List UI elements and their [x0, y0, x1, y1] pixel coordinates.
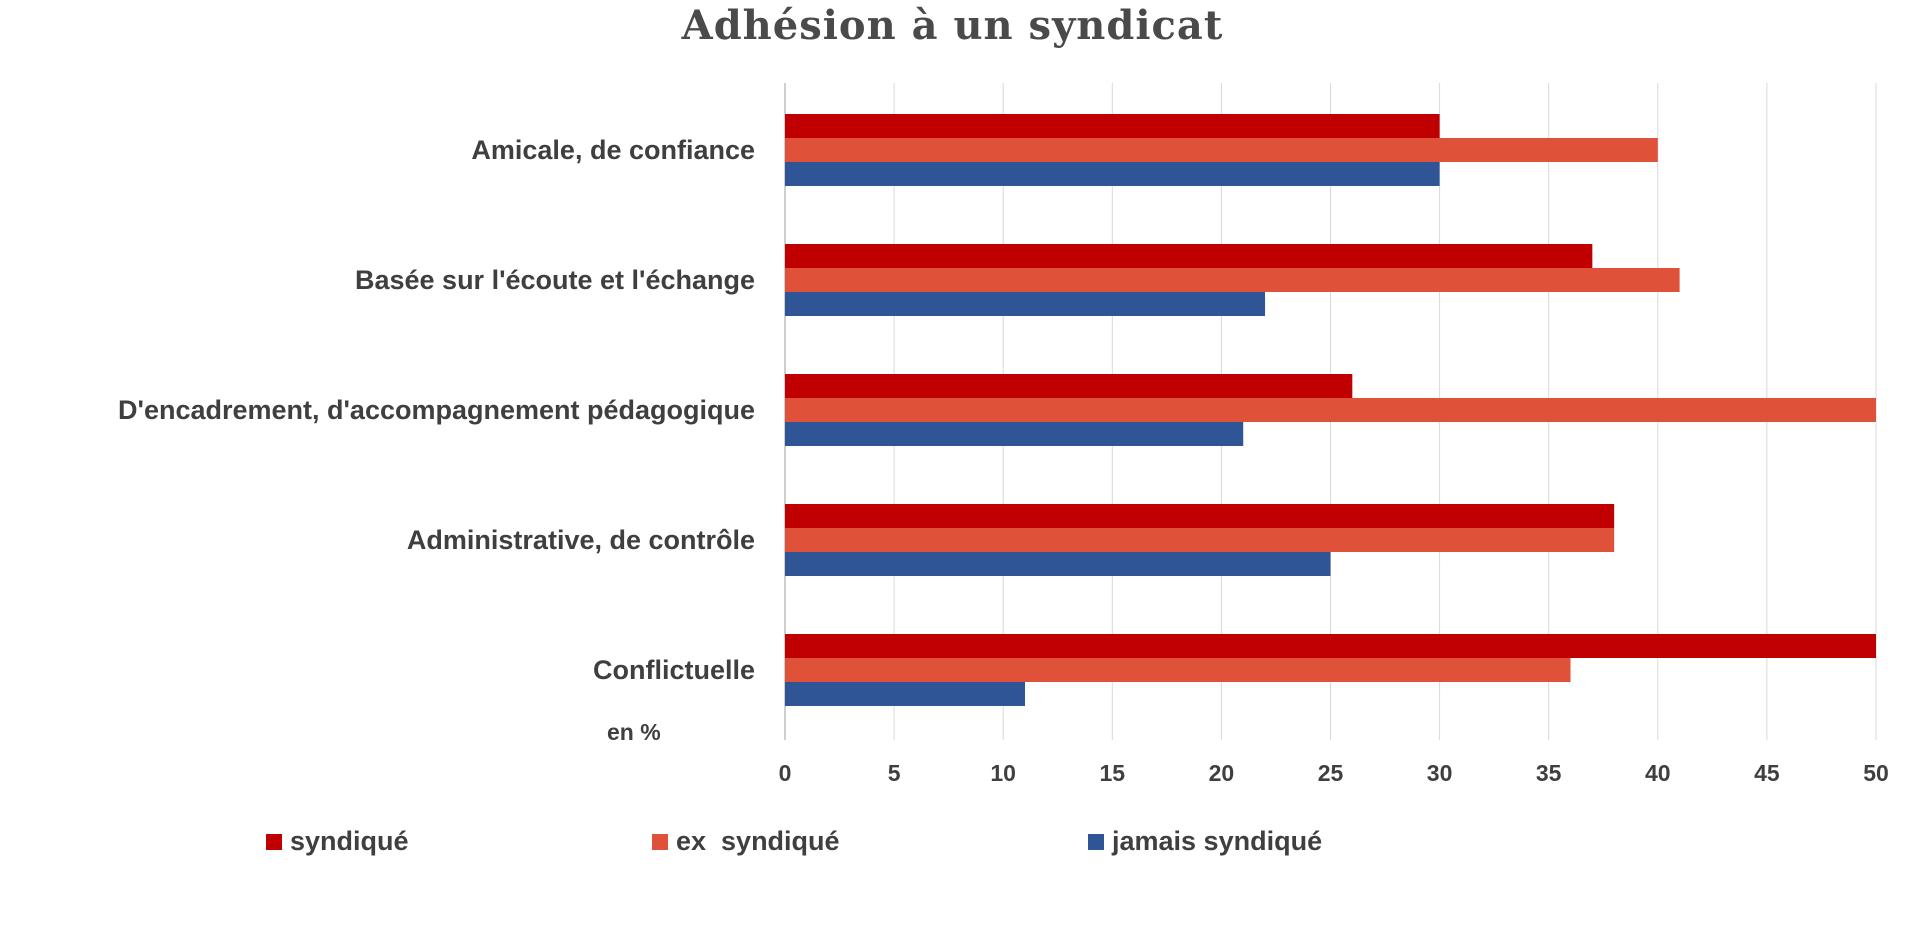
bar [785, 552, 1331, 576]
bar [785, 114, 1440, 138]
category-label: Basée sur l'écoute et l'échange [355, 265, 755, 295]
legend-label: ex syndiqué [676, 826, 840, 856]
category-label: Amicale, de confiance [471, 135, 755, 165]
x-tick-label: 25 [1318, 760, 1344, 786]
chart-title: Adhésion à un syndicat [681, 2, 1224, 49]
category-label: Conflictuelle [593, 655, 755, 685]
x-tick-label: 20 [1209, 760, 1235, 786]
bar [785, 162, 1440, 186]
legend-label: jamais syndiqué [1112, 826, 1323, 856]
bar [785, 374, 1353, 398]
x-tick-label: 45 [1754, 760, 1780, 786]
bar [785, 422, 1244, 446]
legend-swatch [652, 833, 668, 850]
bar [785, 138, 1658, 162]
unit-label: en % [607, 719, 661, 745]
category-labels: Amicale, de confiance Basée sur l'écoute … [118, 135, 755, 685]
x-tick-label: 10 [990, 760, 1016, 786]
x-tick-label: 0 [779, 760, 792, 786]
bar [785, 504, 1615, 528]
x-tick-label: 5 [888, 760, 901, 786]
x-tick-label: 50 [1863, 760, 1889, 786]
x-tick-label: 40 [1645, 760, 1671, 786]
legend-label: syndiqué [290, 826, 409, 856]
x-tick-label: 15 [1100, 760, 1126, 786]
x-tick-label: 35 [1536, 760, 1562, 786]
bars [785, 114, 1876, 706]
bar [785, 268, 1680, 292]
legend-item: ex syndiqué [652, 826, 840, 857]
legend-swatch [266, 833, 282, 850]
bar [785, 682, 1026, 706]
bar [785, 658, 1571, 682]
x-axis-tick-labels: 0 5 10 15 20 25 30 35 40 45 50 [779, 760, 1889, 786]
legend-swatch [1088, 833, 1104, 850]
x-tick-label: 30 [1427, 760, 1453, 786]
bar [785, 398, 1876, 422]
bar [785, 528, 1615, 552]
bar [785, 634, 1876, 658]
category-label: Administrative, de contrôle [407, 525, 755, 555]
legend-item: syndiqué [266, 826, 409, 857]
bar [785, 292, 1266, 316]
legend-item: jamais syndiqué [1088, 826, 1322, 857]
bar [785, 244, 1593, 268]
category-label: D'encadrement, d'accompagnement pédagogi… [118, 395, 755, 425]
legend: syndiqué ex syndiqué jamais syndiqué [0, 826, 1920, 866]
